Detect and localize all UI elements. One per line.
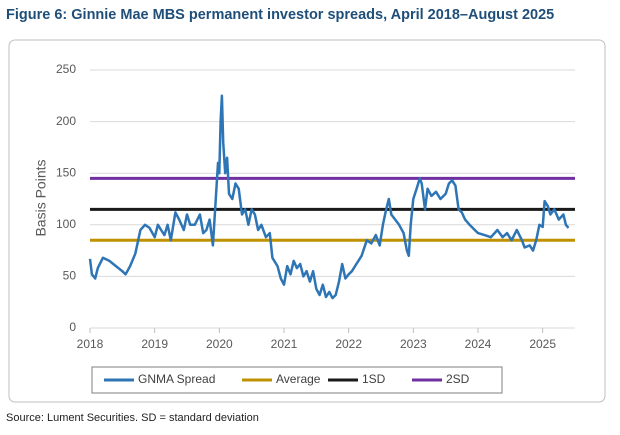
legend-label: 1SD [362,372,386,386]
legend-label: GNMA Spread [138,372,215,386]
chart-frame [8,39,606,403]
x-tick-label: 2023 [400,337,427,351]
y-tick-label: 250 [56,62,76,76]
source-note: Source: Lument Securities. SD = standard… [6,412,259,424]
y-tick-label: 100 [56,217,76,231]
spread-line [88,94,570,300]
x-tick-label: 2020 [206,337,233,351]
x-tick-label: 2025 [529,337,556,351]
legend-label: 2SD [446,372,470,386]
legend-box [91,366,503,394]
x-tick-label: 2022 [335,337,362,351]
chart-title: Figure 6: Ginnie Mae MBS permanent inves… [6,7,554,23]
x-tick-label: 2019 [141,337,168,351]
x-tick-label: 2024 [465,337,492,351]
y-tick-label: 200 [56,114,76,128]
y-axis-title: Basis Points [33,159,49,236]
y-tick-label: 0 [69,320,76,334]
y-tick-label: 50 [63,269,77,283]
x-tick-label: 2021 [271,337,298,351]
x-tick-label: 2018 [77,337,104,351]
legend-label: Average [276,372,321,386]
y-tick-label: 150 [56,165,76,179]
